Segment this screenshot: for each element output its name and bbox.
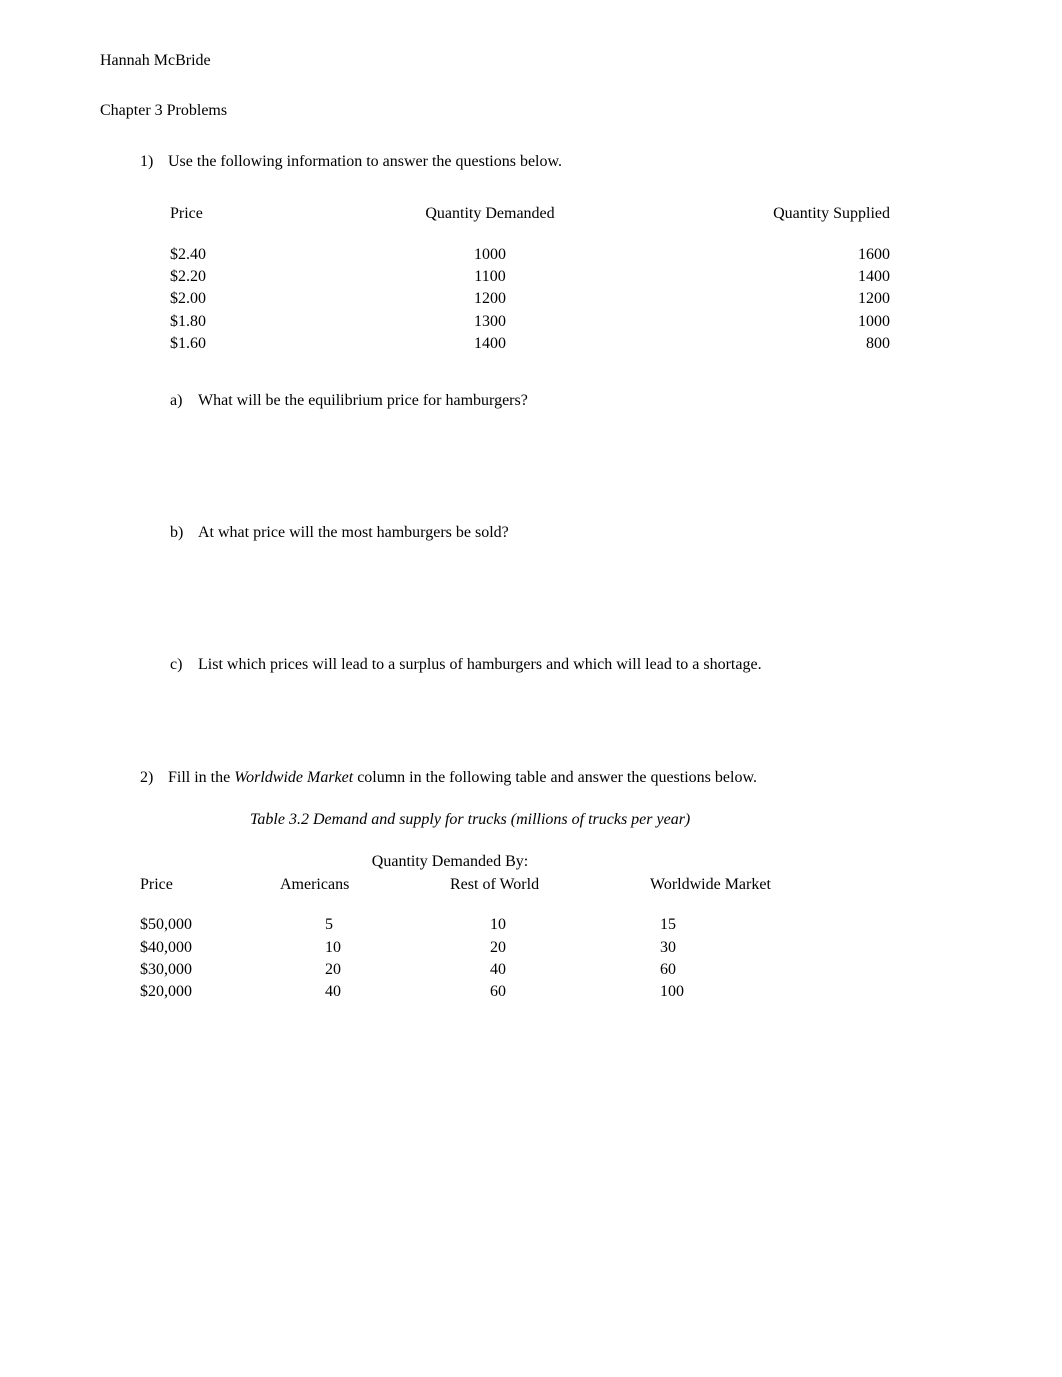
q2-text-italic: Worldwide Market [234, 769, 353, 786]
q2-text: Fill in the Worldwide Market column in t… [168, 767, 962, 789]
table-row: $2.20 1100 1400 [170, 266, 962, 288]
table-2-caption: Table 3.2 Demand and supply for trucks (… [250, 809, 962, 831]
t1-qd: 1200 [340, 288, 640, 310]
t1-h-qs: Quantity Supplied [640, 203, 890, 225]
t1-h-price: Price [170, 203, 340, 225]
t1-qs: 800 [640, 333, 890, 355]
t1-h-qd: Quantity Demanded [340, 203, 640, 225]
t1-qs: 1400 [640, 266, 890, 288]
t1-qd: 1300 [340, 311, 640, 333]
t2-h-ww: Worldwide Market [650, 874, 850, 896]
q2-text-pre: Fill in the [168, 769, 234, 786]
t2-rest: 60 [450, 981, 650, 1003]
table-1-header: Price Quantity Demanded Quantity Supplie… [170, 203, 962, 225]
table-row: $2.00 1200 1200 [170, 288, 962, 310]
chapter-title: Chapter 3 Problems [100, 100, 962, 122]
t2-h-americans: Americans [280, 874, 450, 896]
q2-marker: 2) [140, 767, 168, 789]
t2-ww: 30 [650, 937, 850, 959]
table-2-header: Price Americans Rest of World Worldwide … [140, 874, 962, 896]
q1c-text: List which prices will lead to a surplus… [198, 654, 962, 676]
table-2-top-header: Quantity Demanded By: [180, 851, 720, 873]
table-row: $40,000 10 20 30 [140, 937, 962, 959]
t1-price: $2.00 [170, 288, 340, 310]
table-row: $1.60 1400 800 [170, 333, 962, 355]
q1b-text: At what price will the most hamburgers b… [198, 524, 509, 541]
t1-qd: 1000 [340, 244, 640, 266]
t2-americans: 40 [280, 981, 450, 1003]
t1-price: $2.40 [170, 244, 340, 266]
t2-price: $20,000 [140, 981, 280, 1003]
t2-americans: 10 [280, 937, 450, 959]
question-1-intro: 1)Use the following information to answe… [140, 151, 962, 173]
t1-price: $1.60 [170, 333, 340, 355]
author-name: Hannah McBride [100, 50, 962, 72]
t2-h-rest: Rest of World [450, 874, 650, 896]
q1-marker: 1) [140, 151, 168, 173]
t2-americans: 5 [280, 914, 450, 936]
t1-qs: 1000 [640, 311, 890, 333]
table-2: Quantity Demanded By: Price Americans Re… [140, 851, 962, 1003]
q1a-marker: a) [170, 390, 198, 412]
question-1c: c) List which prices will lead to a surp… [170, 654, 962, 676]
t2-ww: 60 [650, 959, 850, 981]
q1a-text: What will be the equilibrium price for h… [198, 392, 528, 409]
table-row: $20,000 40 60 100 [140, 981, 962, 1003]
t2-h-price: Price [140, 874, 280, 896]
q1c-marker: c) [170, 654, 198, 676]
t1-qs: 1600 [640, 244, 890, 266]
t1-qd: 1400 [340, 333, 640, 355]
t1-price: $1.80 [170, 311, 340, 333]
question-1a: a)What will be the equilibrium price for… [170, 390, 962, 412]
t1-price: $2.20 [170, 266, 340, 288]
t2-price: $40,000 [140, 937, 280, 959]
question-1b: b)At what price will the most hamburgers… [170, 522, 962, 544]
t2-rest: 20 [450, 937, 650, 959]
table-row: $1.80 1300 1000 [170, 311, 962, 333]
t2-ww: 15 [650, 914, 850, 936]
table-1: Price Quantity Demanded Quantity Supplie… [170, 203, 962, 355]
q1-text: Use the following information to answer … [168, 153, 562, 170]
question-2-intro: 2) Fill in the Worldwide Market column i… [140, 767, 962, 789]
table-row: $2.40 1000 1600 [170, 244, 962, 266]
q1b-marker: b) [170, 522, 198, 544]
t2-americans: 20 [280, 959, 450, 981]
t2-ww: 100 [650, 981, 850, 1003]
q2-text-post: column in the following table and answer… [353, 769, 757, 786]
table-row: $50,000 5 10 15 [140, 914, 962, 936]
t2-rest: 10 [450, 914, 650, 936]
t2-rest: 40 [450, 959, 650, 981]
t1-qs: 1200 [640, 288, 890, 310]
t2-price: $30,000 [140, 959, 280, 981]
table-row: $30,000 20 40 60 [140, 959, 962, 981]
t2-price: $50,000 [140, 914, 280, 936]
t1-qd: 1100 [340, 266, 640, 288]
